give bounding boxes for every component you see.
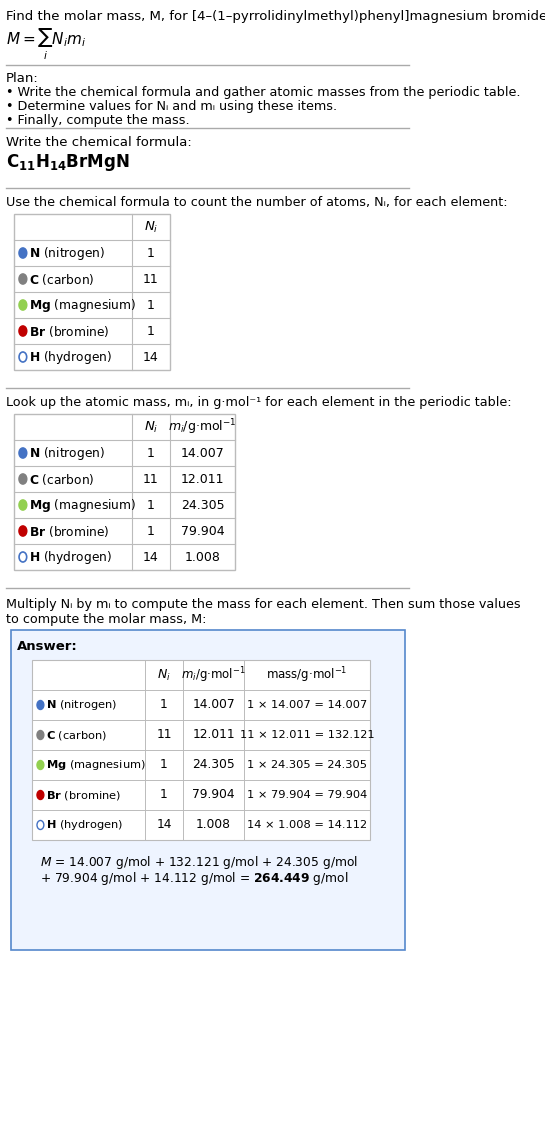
Text: 24.305: 24.305 <box>192 759 235 772</box>
Text: 1.008: 1.008 <box>196 818 231 832</box>
Circle shape <box>19 448 27 457</box>
Text: 1: 1 <box>147 525 155 537</box>
Text: $\bf{Mg}$ (magnesium): $\bf{Mg}$ (magnesium) <box>29 496 136 513</box>
Text: $\mathbf{C_{11}H_{14}BrMgN}$: $\mathbf{C_{11}H_{14}BrMgN}$ <box>6 152 130 173</box>
Circle shape <box>19 475 27 484</box>
Text: $\bf{Br}$ (bromine): $\bf{Br}$ (bromine) <box>46 789 121 801</box>
Text: $\bf{C}$ (carbon): $\bf{C}$ (carbon) <box>29 471 95 487</box>
Text: 14: 14 <box>143 551 159 563</box>
Text: Use the chemical formula to count the number of atoms, Nᵢ, for each element:: Use the chemical formula to count the nu… <box>6 196 508 209</box>
Circle shape <box>19 248 27 258</box>
Circle shape <box>37 760 44 769</box>
Text: $\bf{C}$ (carbon): $\bf{C}$ (carbon) <box>46 728 107 742</box>
Text: 14: 14 <box>143 351 159 363</box>
Text: Write the chemical formula:: Write the chemical formula: <box>6 137 192 149</box>
Text: 14.007: 14.007 <box>180 446 225 460</box>
Text: 12.011: 12.011 <box>192 728 235 742</box>
Text: 1: 1 <box>147 298 155 312</box>
Text: $m_i$/g·mol$^{-1}$: $m_i$/g·mol$^{-1}$ <box>181 666 246 685</box>
Text: $N_i$: $N_i$ <box>144 420 158 435</box>
Text: 14: 14 <box>156 818 172 832</box>
Text: 1: 1 <box>160 759 168 772</box>
Text: $\bf{N}$ (nitrogen): $\bf{N}$ (nitrogen) <box>46 698 117 712</box>
Text: $m_i$/g·mol$^{-1}$: $m_i$/g·mol$^{-1}$ <box>168 418 237 437</box>
Circle shape <box>19 274 27 284</box>
FancyBboxPatch shape <box>11 630 405 950</box>
Text: $\bf{C}$ (carbon): $\bf{C}$ (carbon) <box>29 272 95 287</box>
Text: $\bf{Br}$ (bromine): $\bf{Br}$ (bromine) <box>29 523 110 538</box>
Circle shape <box>19 352 27 362</box>
Text: 11: 11 <box>143 272 159 286</box>
Text: 1: 1 <box>147 247 155 259</box>
Circle shape <box>37 791 44 800</box>
Text: $\bf{H}$ (hydrogen): $\bf{H}$ (hydrogen) <box>46 818 123 832</box>
Text: 1.008: 1.008 <box>185 551 220 563</box>
Circle shape <box>37 731 44 740</box>
Text: 1 × 24.305 = 24.305: 1 × 24.305 = 24.305 <box>247 760 367 770</box>
Text: • Write the chemical formula and gather atomic masses from the periodic table.: • Write the chemical formula and gather … <box>6 86 520 99</box>
Text: Plan:: Plan: <box>6 72 39 85</box>
Text: 14 × 1.008 = 14.112: 14 × 1.008 = 14.112 <box>247 820 367 830</box>
Text: $M$ = 14.007 g/mol + 132.121 g/mol + 24.305 g/mol: $M$ = 14.007 g/mol + 132.121 g/mol + 24.… <box>40 854 358 871</box>
Text: 1: 1 <box>160 699 168 711</box>
Text: 1: 1 <box>147 324 155 338</box>
Text: 1: 1 <box>147 498 155 511</box>
Circle shape <box>19 526 27 536</box>
Circle shape <box>19 300 27 310</box>
Text: $\bf{Br}$ (bromine): $\bf{Br}$ (bromine) <box>29 323 110 338</box>
Text: $\bf{H}$ (hydrogen): $\bf{H}$ (hydrogen) <box>29 549 112 566</box>
Text: $N_i$: $N_i$ <box>157 668 171 683</box>
Circle shape <box>37 701 44 709</box>
Text: $\bf{Mg}$ (magnesium): $\bf{Mg}$ (magnesium) <box>46 758 146 772</box>
Text: $\bf{N}$ (nitrogen): $\bf{N}$ (nitrogen) <box>29 445 105 462</box>
Text: 11 × 12.011 = 132.121: 11 × 12.011 = 132.121 <box>240 729 374 740</box>
Text: 12.011: 12.011 <box>181 472 224 486</box>
Text: 24.305: 24.305 <box>180 498 224 511</box>
Text: 1: 1 <box>147 446 155 460</box>
FancyBboxPatch shape <box>14 214 170 370</box>
Text: $\bf{H}$ (hydrogen): $\bf{H}$ (hydrogen) <box>29 348 112 365</box>
FancyBboxPatch shape <box>32 660 370 840</box>
Text: 1: 1 <box>160 789 168 801</box>
Text: $M = \sum_i N_i m_i$: $M = \sum_i N_i m_i$ <box>6 28 87 63</box>
Text: 79.904: 79.904 <box>192 789 235 801</box>
Text: $\bf{N}$ (nitrogen): $\bf{N}$ (nitrogen) <box>29 245 105 262</box>
FancyBboxPatch shape <box>14 414 235 570</box>
Circle shape <box>19 325 27 336</box>
Text: 1 × 14.007 = 14.007: 1 × 14.007 = 14.007 <box>247 700 367 710</box>
Text: • Finally, compute the mass.: • Finally, compute the mass. <box>6 114 190 127</box>
Text: Find the molar mass, M, for [4–(1–pyrrolidinylmethyl)phenyl]magnesium bromide:: Find the molar mass, M, for [4–(1–pyrrol… <box>6 10 545 23</box>
Text: Multiply Nᵢ by mᵢ to compute the mass for each element. Then sum those values
to: Multiply Nᵢ by mᵢ to compute the mass fo… <box>6 597 520 626</box>
Text: Look up the atomic mass, mᵢ, in g·mol⁻¹ for each element in the periodic table:: Look up the atomic mass, mᵢ, in g·mol⁻¹ … <box>6 396 512 409</box>
Text: 14.007: 14.007 <box>192 699 235 711</box>
Circle shape <box>19 500 27 510</box>
Text: $\bf{Mg}$ (magnesium): $\bf{Mg}$ (magnesium) <box>29 297 136 313</box>
Text: 79.904: 79.904 <box>180 525 224 537</box>
Text: 11: 11 <box>143 472 159 486</box>
Text: • Determine values for Nᵢ and mᵢ using these items.: • Determine values for Nᵢ and mᵢ using t… <box>6 100 337 113</box>
Text: 11: 11 <box>156 728 172 742</box>
Text: Answer:: Answer: <box>17 640 77 653</box>
Circle shape <box>19 552 27 562</box>
Text: mass/g·mol$^{-1}$: mass/g·mol$^{-1}$ <box>266 666 348 685</box>
Text: + 79.904 g/mol + 14.112 g/mol = $\mathbf{264.449}$ g/mol: + 79.904 g/mol + 14.112 g/mol = $\mathbf… <box>40 869 348 887</box>
Text: $N_i$: $N_i$ <box>144 220 158 234</box>
Circle shape <box>37 820 44 830</box>
Text: 1 × 79.904 = 79.904: 1 × 79.904 = 79.904 <box>247 790 367 800</box>
